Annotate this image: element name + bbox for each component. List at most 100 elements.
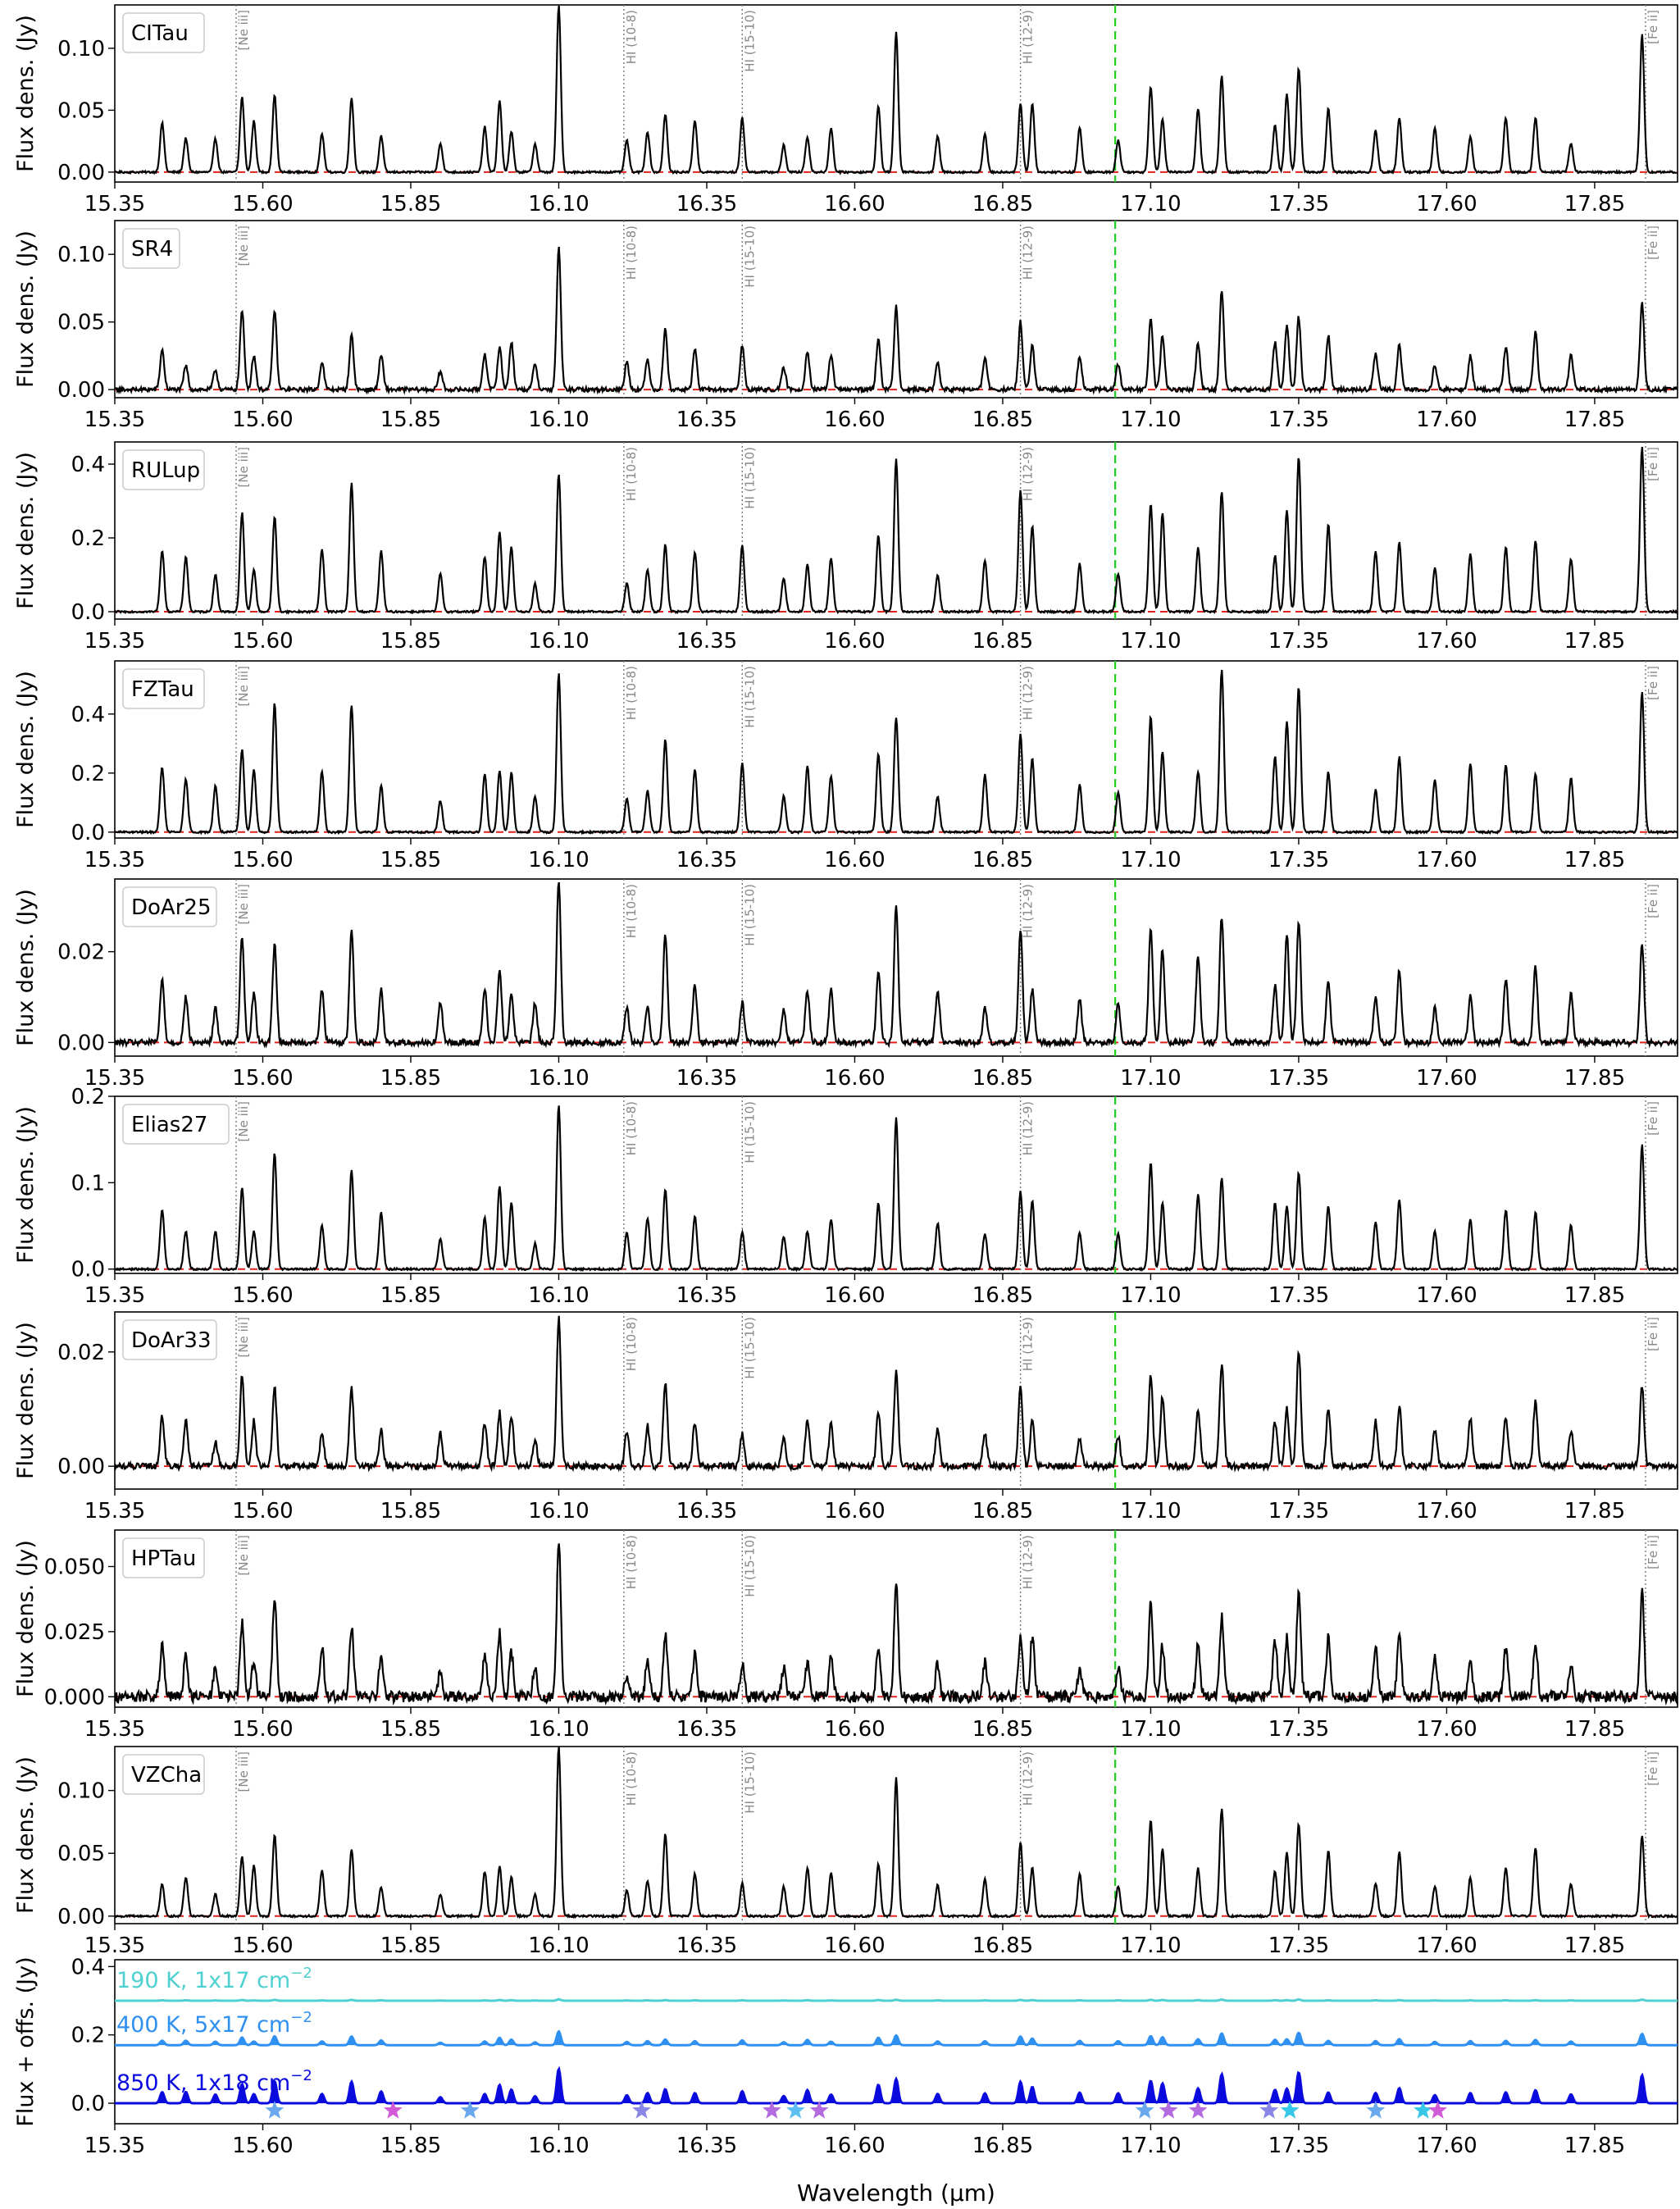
line-marker-label: HI (15-10) xyxy=(742,1535,757,1597)
x-tick-label: 16.10 xyxy=(528,848,589,872)
model-label: 190 K, 1x17 cm−2 xyxy=(116,1965,312,1993)
x-tick-label: 16.60 xyxy=(824,848,885,872)
line-marker-label: HI (15-10) xyxy=(742,225,757,288)
x-tick-label: 17.60 xyxy=(1416,1717,1477,1742)
x-tick-label: 15.85 xyxy=(380,1499,441,1524)
x-tick-label: 17.85 xyxy=(1564,1066,1625,1091)
x-tick-label: 16.85 xyxy=(972,1933,1033,1958)
x-tick-label: 17.10 xyxy=(1120,192,1181,216)
x-tick-label: 15.60 xyxy=(232,1066,293,1091)
y-tick-label: 0.2 xyxy=(71,526,105,551)
spectrum-line xyxy=(115,669,1678,836)
spectrum-line xyxy=(115,5,1678,175)
x-tick-label: 15.60 xyxy=(232,629,293,654)
x-tick-label: 17.60 xyxy=(1416,1499,1477,1524)
y-tick-label: 0.2 xyxy=(71,1085,105,1109)
line-marker-label: HI (15-10) xyxy=(742,10,757,72)
y-tick-label: 0.05 xyxy=(57,1842,105,1866)
star-marker xyxy=(1280,2101,1300,2119)
x-tick-label: 16.10 xyxy=(528,1499,589,1524)
x-tick-label: 17.35 xyxy=(1268,1933,1329,1958)
panel-name: HPTau xyxy=(131,1546,196,1571)
axes-frame xyxy=(114,660,1678,839)
axes-frame xyxy=(114,1095,1678,1274)
axes-frame xyxy=(114,1959,1678,2125)
x-tick-label: 16.35 xyxy=(676,1283,737,1308)
x-tick-label: 16.85 xyxy=(972,848,1033,872)
star-marker xyxy=(1188,2101,1208,2119)
x-tick-label: 15.35 xyxy=(84,1499,145,1524)
x-tick-label: 17.85 xyxy=(1564,2134,1625,2158)
x-tick-label: 17.10 xyxy=(1120,408,1181,432)
x-tick-label: 16.10 xyxy=(528,192,589,216)
x-tick-label: 16.35 xyxy=(676,1499,737,1524)
y-axis-label: Flux dens. (Jy) xyxy=(13,671,39,828)
line-marker-label: [Fe ii] xyxy=(1646,1101,1660,1136)
x-tick-label: 17.35 xyxy=(1268,848,1329,872)
line-marker-label: [Fe ii] xyxy=(1646,1535,1660,1569)
x-tick-label: 17.10 xyxy=(1120,1499,1181,1524)
y-tick-label: 0.2 xyxy=(71,2024,105,2048)
line-marker-label: HI (15-10) xyxy=(742,1317,757,1379)
x-tick-label: 16.10 xyxy=(528,1933,589,1958)
x-tick-label: 16.10 xyxy=(528,2134,589,2158)
y-tick-label: 0.4 xyxy=(71,1955,105,1979)
panel-name: DoAr33 xyxy=(131,1328,212,1353)
x-tick-label: 17.10 xyxy=(1120,1283,1181,1308)
x-tick-label: 16.35 xyxy=(676,1066,737,1091)
y-axis-label: Flux dens. (Jy) xyxy=(13,1322,39,1479)
line-marker-label: HI (15-10) xyxy=(742,1751,757,1814)
x-tick-label: 17.85 xyxy=(1564,848,1625,872)
x-tick-label: 16.85 xyxy=(972,192,1033,216)
line-marker-label: [Fe ii] xyxy=(1646,447,1660,481)
x-tick-label: 15.35 xyxy=(84,2134,145,2158)
panel-legend: RULup xyxy=(122,449,205,490)
model-label-exponent: −2 xyxy=(290,2009,312,2026)
x-tick-label: 16.60 xyxy=(824,408,885,432)
star-marker xyxy=(1259,2101,1279,2119)
model-area xyxy=(115,2069,1678,2103)
line-marker-label: HI (12-9) xyxy=(1021,1535,1036,1589)
line-marker-label: [Ne iii] xyxy=(236,1535,251,1575)
x-tick-label: 15.35 xyxy=(84,1717,145,1742)
axes-frame xyxy=(114,878,1678,1057)
x-tick-label: 15.60 xyxy=(232,192,293,216)
x-tick-label: 17.10 xyxy=(1120,1717,1181,1742)
x-tick-label: 15.85 xyxy=(380,192,441,216)
x-tick-label: 17.60 xyxy=(1416,1283,1477,1308)
x-tick-label: 16.35 xyxy=(676,2134,737,2158)
star-marker xyxy=(632,2101,651,2119)
line-marker-label: [Ne iii] xyxy=(236,666,251,706)
x-tick-label: 17.35 xyxy=(1268,1499,1329,1524)
y-axis-label: Flux dens. (Jy) xyxy=(13,889,39,1046)
line-marker-label: [Fe ii] xyxy=(1646,225,1660,260)
line-marker-label: [Ne iii] xyxy=(236,884,251,924)
spectrum-line xyxy=(115,1315,1678,1473)
axes-frame xyxy=(114,1311,1678,1490)
x-tick-label: 15.60 xyxy=(232,1283,293,1308)
x-tick-label: 17.85 xyxy=(1564,1499,1625,1524)
x-tick-label: 16.85 xyxy=(972,1283,1033,1308)
y-tick-label: 0.00 xyxy=(57,1905,105,1929)
legend-box xyxy=(122,228,180,269)
x-tick-label: 15.85 xyxy=(380,1066,441,1091)
y-axis-label: Flux dens. (Jy) xyxy=(13,15,39,172)
y-tick-label: 0.4 xyxy=(71,453,105,477)
line-marker-label: HI (12-9) xyxy=(1021,10,1036,64)
line-marker-label: [Fe ii] xyxy=(1646,666,1660,700)
star-marker xyxy=(265,2101,285,2119)
x-tick-label: 16.10 xyxy=(528,408,589,432)
x-tick-label: 15.35 xyxy=(84,1933,145,1958)
x-tick-label: 17.60 xyxy=(1416,192,1477,216)
line-marker-label: HI (10-8) xyxy=(624,1751,639,1806)
x-tick-label: 17.10 xyxy=(1120,1933,1181,1958)
x-tick-label: 15.85 xyxy=(380,629,441,654)
line-marker-label: HI (10-8) xyxy=(624,1317,639,1371)
x-tick-label: 17.85 xyxy=(1564,1283,1625,1308)
legend-box xyxy=(122,12,205,53)
x-tick-label: 16.35 xyxy=(676,192,737,216)
spectrum-line xyxy=(115,881,1678,1050)
x-tick-label: 17.35 xyxy=(1268,629,1329,654)
panel-rulup: 0.0 0.2 0.4 15.35 15.60 15.85 16.10 16.35 16.60 1… xyxy=(13,441,1678,654)
x-tick-label: 16.60 xyxy=(824,1283,885,1308)
